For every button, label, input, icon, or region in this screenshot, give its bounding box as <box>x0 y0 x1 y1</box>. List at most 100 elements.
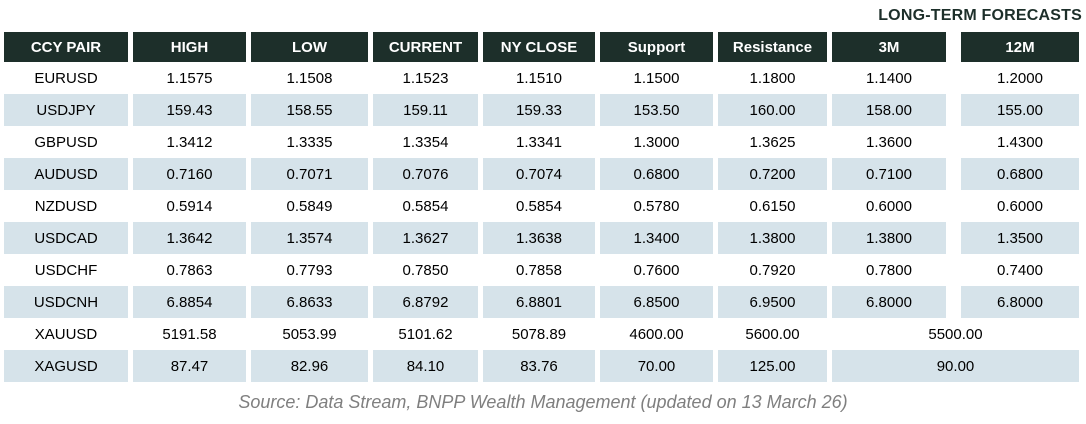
table-row-nzdusd: NZDUSD 0.5914 0.5849 0.5854 0.5854 0.5780 0.61… <box>4 190 1079 222</box>
table-row-eurusd: EURUSD 1.1575 1.1508 1.1523 1.1510 1.1500 1.18… <box>4 62 1079 94</box>
cell-ny-close: 159.33 <box>483 94 595 126</box>
cell-support: 0.7600 <box>633 261 680 279</box>
table-header-row: CCY PAIR HIGH LOW CURRENT NY CLOSE Support Res… <box>4 32 1079 62</box>
table-row-xauusd: XAUUSD 5191.58 5053.99 5101.62 5078.89 4600.0… <box>4 318 1079 350</box>
cell-current: 0.7850 <box>402 261 449 279</box>
cell-ny-close: 1.1510 <box>516 69 562 87</box>
cell-ny-close: 1.3341 <box>516 133 562 151</box>
cell-12m: 1.4300 <box>997 133 1043 151</box>
column-header-high: HIGH <box>133 32 246 62</box>
cell-low: 6.8633 <box>251 286 368 318</box>
cell-resistance: 125.00 <box>718 350 827 382</box>
cell-ny-close: 0.7074 <box>483 158 595 190</box>
cell-current: 159.11 <box>373 94 478 126</box>
table-row-gbpusd: GBPUSD 1.3412 1.3335 1.3354 1.3341 1.3000 1.36… <box>4 126 1079 158</box>
row-spacer <box>951 126 956 158</box>
table-row-audusd: AUDUSD 0.7160 0.7071 0.7076 0.7074 0.6800 0.72… <box>4 158 1079 190</box>
cell-current: 1.3354 <box>402 133 449 151</box>
row-spacer <box>951 94 956 126</box>
cell-low: 82.96 <box>251 350 368 382</box>
cell-support: 70.00 <box>600 350 713 382</box>
column-header-3m: 3M <box>832 32 946 62</box>
cell-forecast-merged: 90.00 <box>832 350 1079 382</box>
table-row-usdcad: USDCAD 1.3642 1.3574 1.3627 1.3638 1.3400 1.38… <box>4 222 1079 254</box>
column-header-resistance: Resistance <box>718 32 827 62</box>
column-header-low: LOW <box>251 32 368 62</box>
source-note: Source: Data Stream, BNPP Wealth Managem… <box>238 392 848 412</box>
cell-low: 0.7793 <box>286 261 333 279</box>
cell-3m: 1.3800 <box>832 222 946 254</box>
cell-3m: 1.1400 <box>866 69 912 87</box>
cell-current: 1.3627 <box>373 222 478 254</box>
cell-12m: 0.6800 <box>961 158 1079 190</box>
cell-pair: USDCNH <box>4 286 128 318</box>
cell-support: 1.1500 <box>633 69 680 87</box>
cell-pair: NZDUSD <box>34 197 98 215</box>
fx-forecast-table: CCY PAIR HIGH LOW CURRENT NY CLOSE Support Res… <box>4 32 1079 382</box>
cell-pair: USDJPY <box>4 94 128 126</box>
column-header-current: CURRENT <box>373 32 478 62</box>
cell-12m: 1.2000 <box>997 69 1043 87</box>
cell-high: 0.7863 <box>166 261 213 279</box>
cell-current: 5101.62 <box>398 325 453 343</box>
cell-resistance: 0.7200 <box>718 158 827 190</box>
cell-resistance: 1.1800 <box>749 69 796 87</box>
cell-3m: 0.7100 <box>832 158 946 190</box>
cell-3m: 158.00 <box>832 94 946 126</box>
table-row-usdcnh: USDCNH 6.8854 6.8633 6.8792 6.8801 6.8500 6.95… <box>4 286 1079 318</box>
cell-ny-close: 1.3638 <box>483 222 595 254</box>
cell-current: 0.5854 <box>402 197 449 215</box>
cell-pair: AUDUSD <box>4 158 128 190</box>
cell-high: 6.8854 <box>133 286 246 318</box>
cell-high: 0.7160 <box>133 158 246 190</box>
cell-low: 1.3574 <box>251 222 368 254</box>
cell-high: 1.3412 <box>166 133 213 151</box>
cell-high: 159.43 <box>133 94 246 126</box>
table-row-usdchf: USDCHF 0.7863 0.7793 0.7850 0.7858 0.7600 0.79… <box>4 254 1079 286</box>
cell-current: 1.1523 <box>402 69 449 87</box>
cell-pair: USDCHF <box>34 261 98 279</box>
cell-low: 0.5849 <box>286 197 333 215</box>
row-spacer <box>951 62 956 94</box>
cell-3m: 0.6000 <box>866 197 912 215</box>
cell-support: 6.8500 <box>600 286 713 318</box>
cell-support: 1.3000 <box>633 133 680 151</box>
cell-current: 84.10 <box>373 350 478 382</box>
forecast-title-row: LONG-TERM FORECASTS <box>0 0 1086 32</box>
cell-ny-close: 83.76 <box>483 350 595 382</box>
cell-ny-close: 5078.89 <box>511 325 567 343</box>
cell-support: 0.5780 <box>633 197 680 215</box>
cell-12m: 0.7400 <box>997 261 1043 279</box>
column-header-ny-close: NY CLOSE <box>483 32 595 62</box>
cell-high: 1.1575 <box>166 69 213 87</box>
cell-3m: 1.3600 <box>866 133 912 151</box>
cell-low: 1.1508 <box>286 69 333 87</box>
cell-support: 4600.00 <box>629 325 684 343</box>
cell-support: 1.3400 <box>600 222 713 254</box>
cell-high: 0.5914 <box>166 197 213 215</box>
cell-pair: USDCAD <box>4 222 128 254</box>
row-spacer <box>951 254 956 286</box>
cell-low: 1.3335 <box>286 133 333 151</box>
cell-current: 6.8792 <box>373 286 478 318</box>
cell-resistance: 5600.00 <box>745 325 800 343</box>
cell-high: 5191.58 <box>162 325 217 343</box>
row-spacer <box>951 190 956 222</box>
cell-12m: 155.00 <box>961 94 1079 126</box>
cell-ny-close: 0.7858 <box>516 261 562 279</box>
cell-support: 153.50 <box>600 94 713 126</box>
table-row-usdjpy: USDJPY 159.43 158.55 159.11 159.33 153.50 160.… <box>4 94 1079 126</box>
cell-low: 158.55 <box>251 94 368 126</box>
column-header-support: Support <box>600 32 713 62</box>
cell-low: 0.7071 <box>251 158 368 190</box>
cell-support: 0.6800 <box>600 158 713 190</box>
cell-pair: GBPUSD <box>34 133 98 151</box>
cell-12m: 6.8000 <box>961 286 1079 318</box>
cell-low: 5053.99 <box>282 325 337 343</box>
cell-forecast-merged: 5500.00 <box>928 325 983 343</box>
cell-pair: XAGUSD <box>4 350 128 382</box>
cell-current: 0.7076 <box>373 158 478 190</box>
table-row-xagusd: XAGUSD 87.47 82.96 84.10 83.76 70.00 125.00 90.… <box>4 350 1079 382</box>
row-spacer <box>951 158 956 190</box>
